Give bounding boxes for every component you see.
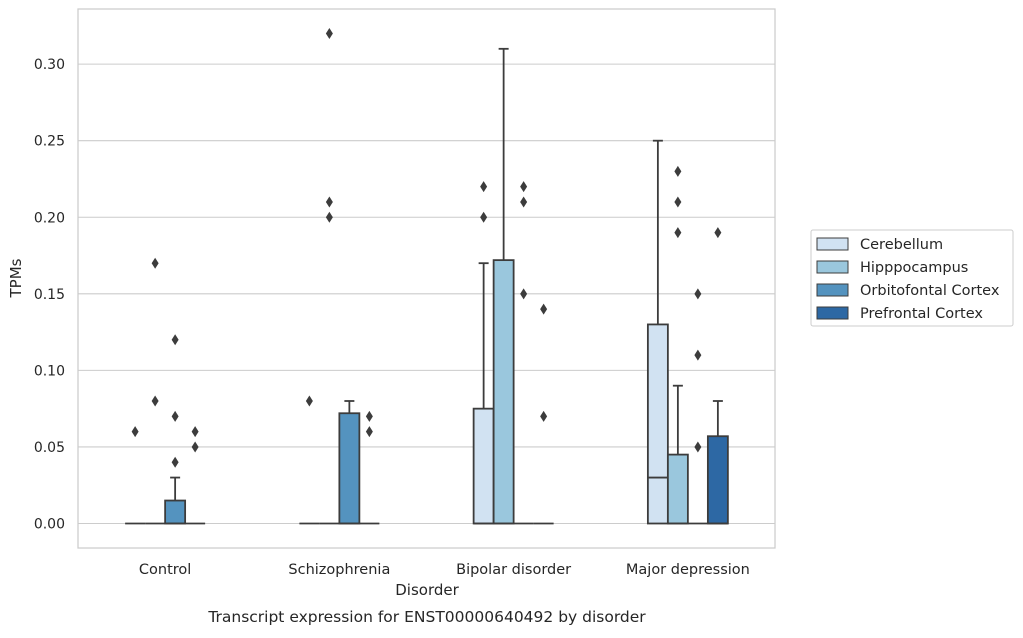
x-tick-label: Schizophrenia xyxy=(288,562,390,578)
legend-label: Orbitofontal Cortex xyxy=(860,283,1000,299)
outlier-point xyxy=(694,288,702,300)
box-1-3 xyxy=(359,410,380,525)
outlier-point xyxy=(540,410,548,422)
y-tick-label: 0.15 xyxy=(34,287,65,303)
outlier-point xyxy=(520,196,528,208)
box-3-1 xyxy=(666,165,689,525)
box-3-3 xyxy=(706,227,729,525)
outlier-point xyxy=(520,288,528,300)
outlier-point xyxy=(540,303,548,315)
box-0-2 xyxy=(164,334,187,525)
outlier-point xyxy=(325,211,333,223)
box-0-1 xyxy=(145,257,166,525)
legend-label: Prefrontal Cortex xyxy=(860,306,983,322)
x-axis-label: Disorder xyxy=(395,581,459,599)
x-tick-label: Bipolar disorder xyxy=(456,562,571,578)
box-0-0 xyxy=(125,426,146,525)
box xyxy=(164,499,187,525)
y-tick-label: 0.25 xyxy=(34,134,65,150)
box-1-0 xyxy=(299,395,320,525)
box xyxy=(472,407,495,525)
outlier-point xyxy=(674,165,682,177)
outlier-point xyxy=(171,334,179,346)
outlier-point xyxy=(694,441,702,453)
legend-swatch xyxy=(816,306,849,320)
box xyxy=(646,323,669,525)
legend-label: Cerebellum xyxy=(860,237,943,253)
legend-frame xyxy=(810,229,1014,327)
y-tick-label: 0.20 xyxy=(34,210,65,226)
legend-label: Hipppocampus xyxy=(860,260,968,276)
box-2-2 xyxy=(513,181,534,525)
legend-swatch xyxy=(816,260,849,274)
outlier-point xyxy=(365,426,373,438)
box xyxy=(492,259,515,525)
y-tick-label: 0.30 xyxy=(34,57,65,73)
legend-swatch xyxy=(816,237,849,251)
legend: Cerebellum Hipppocampus Orbitofontal Corte… xyxy=(810,229,1014,327)
y-tick-label: 0.00 xyxy=(34,517,65,533)
outlier-point xyxy=(694,349,702,361)
outlier-point xyxy=(520,181,528,193)
outlier-point xyxy=(151,395,159,407)
outlier-point xyxy=(151,257,159,269)
outlier-point xyxy=(325,28,333,39)
box-1-2 xyxy=(338,400,361,525)
box-2-0 xyxy=(472,181,495,525)
plot-frame xyxy=(77,8,776,549)
outlier-point xyxy=(191,441,199,453)
outlier-point xyxy=(714,227,722,239)
outlier-point xyxy=(365,410,373,422)
box-0-3 xyxy=(185,426,206,525)
legend-swatch xyxy=(816,283,849,297)
x-tick-label: Major depression xyxy=(626,562,750,578)
y-tick-label: 0.10 xyxy=(34,363,65,379)
y-axis-label: TPMs xyxy=(7,258,25,298)
box-2-1 xyxy=(492,47,515,525)
outlier-point xyxy=(674,196,682,208)
outlier-point xyxy=(171,456,179,468)
outlier-point xyxy=(305,395,313,407)
boxes xyxy=(125,28,729,525)
y-tick-label: 0.05 xyxy=(34,440,65,456)
box xyxy=(338,412,361,525)
outlier-point xyxy=(171,410,179,422)
box-1-1 xyxy=(319,28,340,525)
x-tick-labels: Control Schizophrenia Bipolar disorder Majo… xyxy=(139,562,750,578)
outlier-point xyxy=(480,181,488,193)
x-tick-label: Control xyxy=(139,562,191,578)
outlier-point xyxy=(191,426,199,438)
outlier-point xyxy=(674,227,682,239)
box xyxy=(666,453,689,525)
box-3-2 xyxy=(687,288,708,525)
box xyxy=(706,435,729,525)
chart-caption: Transcript expression for ENST0000064049… xyxy=(207,608,646,626)
box-3-0 xyxy=(646,139,669,525)
outlier-point xyxy=(480,211,488,223)
outlier-point xyxy=(131,426,139,438)
y-tick-labels: 0.00 0.05 0.10 0.15 0.20 0.25 0.30 xyxy=(34,57,65,532)
outlier-point xyxy=(325,196,333,208)
box-2-3 xyxy=(533,303,554,525)
